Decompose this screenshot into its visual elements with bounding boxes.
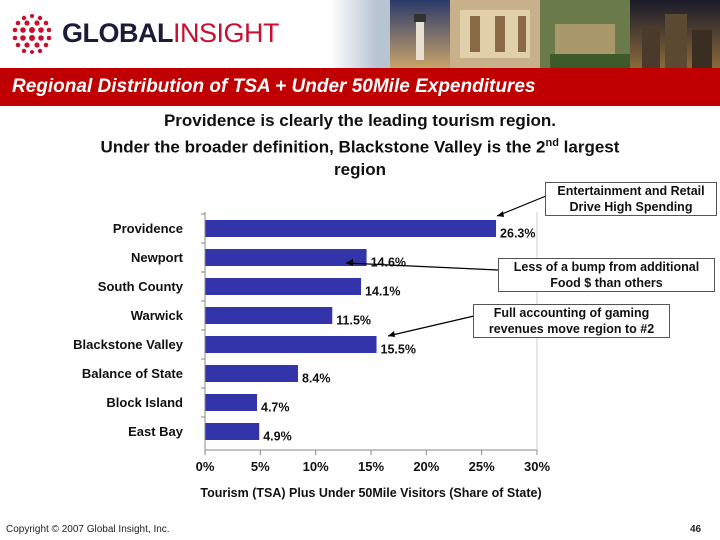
subtitle-line-2: Under the broader definition, Blackstone… bbox=[30, 132, 690, 159]
copyright: Copyright © 2007 Global Insight, Inc. bbox=[6, 524, 170, 535]
logo-word-global: GLOBAL bbox=[62, 18, 174, 48]
arrow-gaming bbox=[387, 315, 475, 337]
value-label: 14.1% bbox=[365, 285, 400, 299]
title-bar: Regional Distribution of TSA + Under 50M… bbox=[0, 68, 720, 106]
value-label: 14.6% bbox=[371, 256, 406, 270]
x-tick-label: 30% bbox=[524, 459, 550, 474]
value-label: 26.3% bbox=[500, 227, 535, 241]
bar-balance-of-state bbox=[205, 365, 298, 382]
bar-block-island bbox=[205, 394, 258, 411]
page-number: 46 bbox=[690, 524, 702, 535]
callout-gaming: Full accounting of gaming revenues move … bbox=[473, 304, 670, 338]
x-axis-label: Tourism (TSA) Plus Under 50Mile Visitors… bbox=[200, 486, 541, 500]
subtitle-line-1: Providence is clearly the leading touris… bbox=[163, 111, 557, 130]
category-label: Newport bbox=[131, 250, 184, 265]
value-label: 8.4% bbox=[302, 372, 331, 386]
arrow-gaming-head bbox=[388, 331, 395, 337]
x-tick-label: 20% bbox=[413, 459, 439, 474]
subtitle-line-3: region bbox=[334, 159, 386, 179]
value-label: 4.9% bbox=[263, 430, 292, 444]
bar-blackstone-valley bbox=[205, 336, 377, 353]
subtitle-line-2-pre: Under the broader definition, Blackstone… bbox=[100, 137, 546, 157]
category-label: Block Island bbox=[106, 395, 183, 410]
callout-entertainment: Entertainment and Retail Drive High Spen… bbox=[545, 182, 717, 216]
value-label: 4.7% bbox=[261, 401, 290, 415]
x-tick-label: 25% bbox=[469, 459, 495, 474]
x-tick-label: 5% bbox=[251, 459, 270, 474]
bar-east-bay bbox=[205, 423, 260, 440]
value-label: 11.5% bbox=[336, 314, 371, 328]
value-label: 15.5% bbox=[381, 343, 416, 357]
header-photo-strip bbox=[330, 0, 720, 68]
bars-layer bbox=[205, 220, 497, 440]
category-label: Warwick bbox=[131, 308, 184, 323]
subtitle-line-2-sup: nd bbox=[545, 137, 559, 149]
category-label: East Bay bbox=[128, 424, 184, 439]
callout-bump: Less of a bump from additional Food $ th… bbox=[498, 258, 715, 292]
arrow-bump bbox=[345, 262, 499, 271]
bar-south-county bbox=[205, 278, 362, 295]
bar-newport bbox=[205, 249, 367, 266]
bar-warwick bbox=[205, 307, 333, 324]
x-tick-label: 0% bbox=[196, 459, 215, 474]
slide-title: Regional Distribution of TSA + Under 50M… bbox=[12, 76, 536, 97]
category-label: Balance of State bbox=[82, 366, 183, 381]
arrow-entertainment bbox=[496, 195, 547, 217]
logo-word-insight: INSIGHT bbox=[173, 18, 280, 48]
header: GLOBALINSIGHT bbox=[0, 0, 720, 68]
x-tick-label: 10% bbox=[303, 459, 329, 474]
category-label: South County bbox=[98, 279, 184, 294]
bar-providence bbox=[205, 220, 497, 237]
x-tick-label: 15% bbox=[358, 459, 384, 474]
subtitle-line-2-post: largest bbox=[558, 137, 620, 157]
category-label: Providence bbox=[113, 221, 183, 236]
arrow-entertainment-head bbox=[497, 211, 504, 217]
category-label: Blackstone Valley bbox=[73, 337, 184, 352]
axis-layer: Providence 26.3% Newport 14.6% South County 1… bbox=[73, 213, 550, 474]
logo-text: GLOBALINSIGHT bbox=[62, 18, 280, 49]
globe-logo-icon bbox=[12, 14, 52, 54]
subtitle: Providence is clearly the leading touris… bbox=[30, 110, 690, 181]
arrow-bump-head bbox=[346, 259, 353, 266]
